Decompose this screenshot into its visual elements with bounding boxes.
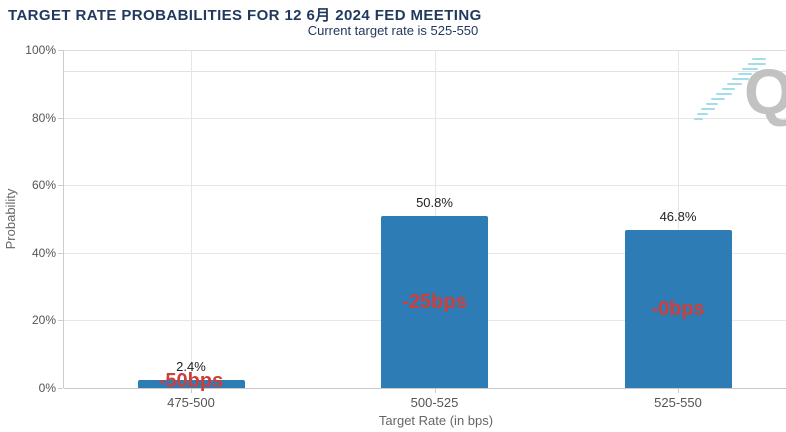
y-tick-label: 60%: [31, 178, 56, 193]
y-tick-label: 20%: [31, 313, 56, 328]
x-category-label-525-550: 525-550: [654, 395, 702, 410]
y-tick: [58, 50, 63, 51]
watermark-dash: [701, 108, 715, 110]
y-tick-label: 40%: [31, 245, 56, 260]
bar-500-525[interactable]: [381, 216, 488, 388]
x-tick: [678, 388, 679, 393]
y-gridline-0%: [64, 388, 786, 389]
watermark-dash: [727, 83, 742, 85]
y-gridline-60%: [64, 185, 786, 187]
y-tick: [58, 117, 63, 119]
bar-annotation--25bps: -25bps: [402, 291, 467, 314]
watermark-dash: [748, 63, 766, 65]
x-axis-title: Target Rate (in bps): [378, 413, 494, 428]
y-tick-label: 80%: [31, 110, 56, 125]
watermark-dash: [697, 113, 708, 115]
bar-value-label: 50.8%: [416, 195, 453, 211]
x-tick: [191, 388, 192, 393]
gridline-extra: [64, 71, 786, 72]
watermark-dash: [732, 78, 749, 80]
bar-annotation--0bps: -0bps: [651, 297, 705, 320]
x-gridline: [678, 50, 679, 388]
y-tick-label: 0%: [38, 381, 56, 395]
y-gridline-80%: [64, 117, 786, 119]
watermark-dash: [706, 103, 718, 105]
watermark-dash: [752, 58, 766, 60]
y-tick: [58, 320, 63, 322]
plot-area: 0% 20% 40% 60% 80% 100% 2.4% -50bps 475-500 50.8%…: [25, 43, 786, 410]
watermark-dash: [694, 118, 703, 120]
bar-value-label: 2.4%: [176, 358, 206, 374]
y-tick: [58, 252, 63, 254]
chart-title: TARGET RATE PROBABILITIES FOR 12 6月 2024…: [8, 7, 482, 24]
bar-annotation--50bps: -50bps: [158, 370, 224, 392]
y-tick: [58, 388, 63, 389]
watermark-q-logo: Q: [744, 56, 786, 128]
watermark-dash: [738, 73, 752, 75]
watermark-dash: [722, 88, 735, 90]
chart-subtitle: Current target rate is 525-550: [307, 23, 479, 38]
x-category-label-500-525: 500-525: [410, 395, 459, 410]
x-category-label-475-500: 475-500: [167, 395, 215, 410]
x-gridline: [191, 50, 192, 388]
watermark-dash: [716, 93, 732, 95]
x-tick: [434, 388, 436, 393]
y-axis-title: Probability: [3, 188, 18, 250]
y-tick-label: 100%: [25, 43, 56, 57]
y-gridline-100%: [64, 50, 786, 51]
bar-525-550[interactable]: [624, 229, 732, 388]
bar-475-500[interactable]: [137, 379, 245, 388]
bar-value-label: 46.8%: [659, 208, 697, 224]
watermark-dash: [711, 98, 725, 100]
y-tick: [58, 185, 63, 187]
watermark-dash: [742, 68, 758, 70]
